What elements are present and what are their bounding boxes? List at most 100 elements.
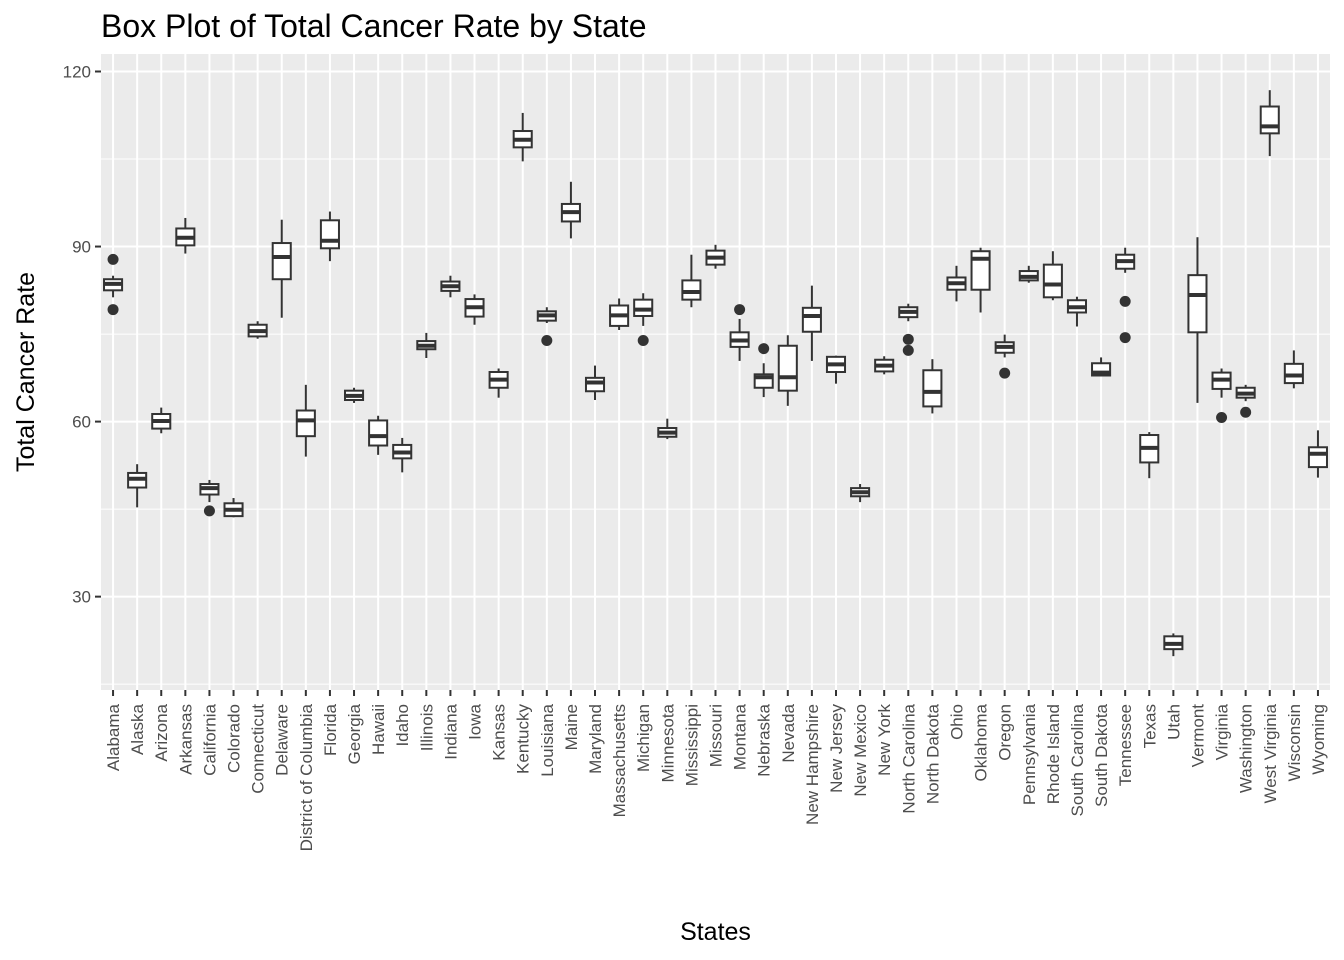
x-tick-label: Georgia	[345, 703, 364, 764]
x-tick-label: Vermont	[1188, 704, 1207, 768]
box-iqr	[777, 344, 798, 392]
box-iqr	[295, 409, 316, 438]
x-tick-label: Idaho	[393, 704, 412, 747]
box-new-hampshire	[801, 285, 822, 361]
box-iqr	[801, 306, 822, 333]
box-mississippi	[681, 254, 702, 308]
x-tick-label: New York	[875, 704, 894, 776]
box-iqr	[1187, 274, 1208, 334]
box-iqr	[1042, 263, 1063, 299]
box-indiana	[440, 275, 461, 298]
box-oklahoma	[970, 247, 991, 313]
box-iqr	[681, 279, 702, 301]
box-hawaii	[368, 415, 389, 455]
box-pennsylvania	[1018, 265, 1039, 283]
x-tick-label: Colorado	[225, 704, 244, 773]
box-wisconsin	[1283, 350, 1304, 389]
box-texas	[1139, 432, 1160, 479]
x-tick-label: North Carolina	[899, 703, 918, 813]
x-tick-label: South Carolina	[1068, 703, 1087, 816]
box-montana	[729, 304, 750, 361]
y-axis-title: Total Cancer Rate	[12, 272, 40, 472]
x-tick-label: South Dakota	[1092, 703, 1111, 807]
outlier-point	[1240, 406, 1252, 418]
box-iqr	[1259, 105, 1280, 135]
x-tick-label: New Hampshire	[803, 704, 822, 825]
x-tick-label: Oklahoma	[972, 703, 991, 781]
x-tick-label: Wyoming	[1309, 704, 1328, 775]
x-tick-label: Montana	[731, 703, 750, 770]
box-iqr	[584, 376, 606, 393]
box-illinois	[416, 332, 437, 358]
x-tick-label: Maine	[562, 704, 581, 750]
outlier-point	[734, 304, 746, 316]
x-tick-label: Wisconsin	[1285, 704, 1304, 781]
x-tick-label: Utah	[1164, 704, 1183, 740]
box-south-carolina	[1066, 296, 1088, 327]
box-iqr	[922, 369, 943, 408]
box-louisiana	[536, 307, 557, 346]
box-washington	[1235, 384, 1256, 418]
y-tick-label: 120	[63, 63, 91, 82]
box-colorado	[223, 498, 244, 518]
outlier-point	[637, 334, 649, 346]
box-kansas	[488, 368, 509, 398]
outlier-point	[1119, 295, 1131, 307]
x-tick-label: District of Columbia	[297, 703, 316, 851]
box-new-mexico	[850, 484, 871, 503]
x-tick-label: Kansas	[490, 704, 509, 761]
box-maryland	[584, 365, 606, 401]
box-iqr	[319, 219, 340, 250]
box-iqr	[1307, 446, 1328, 469]
x-tick-label: Ohio	[947, 704, 966, 740]
x-tick-label: Connecticut	[249, 704, 268, 794]
box-iqr	[368, 419, 389, 447]
box-georgia	[343, 387, 365, 403]
x-tick-label: Pennsylvania	[1020, 703, 1039, 805]
box-wyoming	[1307, 430, 1328, 478]
box-utah	[1163, 633, 1184, 657]
x-tick-label: Maryland	[586, 704, 605, 774]
box-ohio	[946, 265, 967, 302]
x-tick-label: Missouri	[707, 704, 726, 767]
box-iqr	[1283, 362, 1304, 385]
x-tick-label: Arizona	[152, 703, 171, 761]
outlier-point	[203, 505, 215, 517]
box-alabama	[103, 253, 124, 316]
box-tennessee	[1115, 247, 1136, 344]
y-tick-label: 60	[72, 413, 91, 432]
x-tick-label: Oregon	[996, 704, 1015, 761]
box-arkansas	[175, 217, 196, 254]
x-tick-label: Indiana	[441, 703, 460, 759]
box-alaska	[127, 464, 148, 508]
x-tick-label: Virginia	[1213, 703, 1232, 760]
box-district-of-columbia	[295, 384, 316, 457]
x-tick-label: Michigan	[634, 704, 653, 772]
x-tick-label: Nebraska	[755, 703, 774, 776]
x-axis-title: States	[680, 918, 751, 946]
box-new-jersey	[825, 355, 847, 384]
y-tick-label: 90	[72, 238, 91, 257]
x-tick-label: Minnesota	[658, 703, 677, 782]
y-axis: 30 60 90 120	[63, 63, 101, 607]
outlier-point	[107, 253, 119, 265]
x-tick-label: Washington	[1237, 704, 1256, 793]
box-idaho	[392, 437, 413, 473]
x-axis: Alabama Alaska Arizona Arkansas California Co…	[104, 690, 1328, 851]
x-tick-label: Rhode Island	[1044, 704, 1063, 804]
x-tick-label: Nevada	[779, 703, 798, 762]
outlier-point	[902, 333, 914, 345]
box-iqr	[271, 242, 292, 281]
box-arizona	[151, 407, 172, 434]
x-tick-label: Tennessee	[1116, 704, 1135, 786]
box-iqr	[970, 250, 991, 291]
outlier-point	[1216, 412, 1228, 424]
x-tick-label: California	[200, 703, 219, 775]
box-massachusetts	[609, 298, 630, 330]
boxes-group	[103, 90, 1328, 657]
x-tick-label: Alabama	[104, 703, 123, 771]
chart-title: Box Plot of Total Cancer Rate by State	[101, 8, 647, 44]
x-tick-label: Iowa	[466, 703, 485, 739]
x-tick-label: West Virginia	[1261, 703, 1280, 803]
